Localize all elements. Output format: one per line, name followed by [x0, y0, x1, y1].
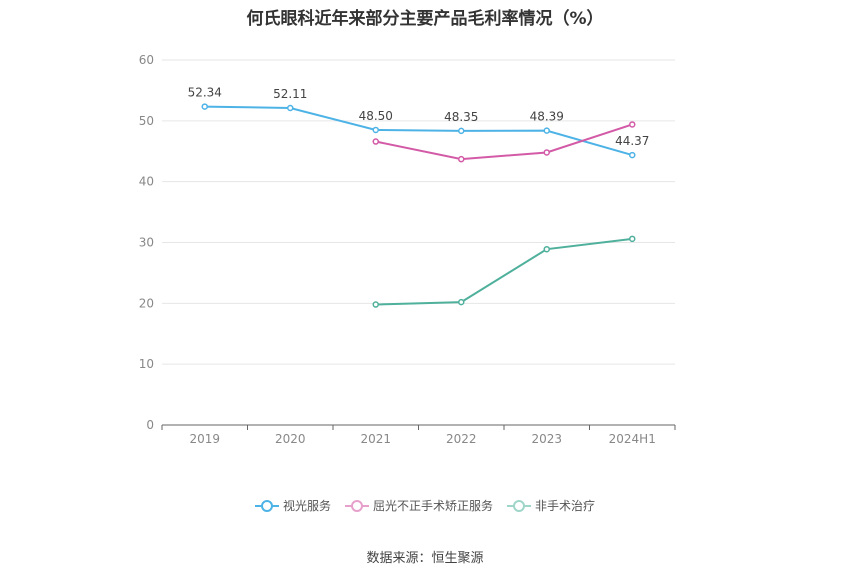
- data-point: [201, 103, 208, 110]
- data-label: 52.34: [188, 86, 222, 100]
- legend-marker-icon: [254, 499, 279, 513]
- data-label: 48.39: [530, 110, 564, 124]
- y-tick-label: 10: [139, 357, 154, 371]
- x-tick-label: 2024H1: [609, 432, 656, 446]
- y-tick-label: 60: [139, 53, 154, 67]
- y-tick-label: 40: [139, 175, 154, 189]
- data-point: [543, 245, 550, 253]
- data-point: [287, 104, 294, 112]
- x-tick-label: 2019: [189, 432, 220, 446]
- data-point: [543, 149, 550, 156]
- x-tick-label: 2023: [531, 432, 562, 446]
- data-point: [372, 126, 379, 134]
- data-point: [458, 298, 465, 306]
- data-point: [458, 155, 465, 163]
- data-point: [458, 127, 465, 135]
- y-tick-label: 20: [139, 296, 154, 310]
- legend-item-refractive-surgery[interactable]: 屈光不正手术矫正服务: [344, 497, 493, 514]
- data-point: [629, 235, 636, 243]
- data-point: [629, 121, 636, 128]
- legend-label: 屈光不正手术矫正服务: [372, 499, 493, 513]
- legend-label: 视光服务: [282, 499, 331, 513]
- chart-title: 何氏眼科近年来部分主要产品毛利率情况（%）: [246, 9, 604, 29]
- legend-item-non-surgical-treatment[interactable]: 非手术治疗: [507, 497, 595, 514]
- data-source: 数据来源：恒生聚源: [366, 551, 484, 566]
- series-line-2: [375, 237, 633, 306]
- data-point: [629, 151, 636, 159]
- legend: 视光服务 屈光不正手术矫正服务 非手术治疗: [0, 497, 850, 514]
- data-label: 44.37: [615, 134, 649, 148]
- data-label: 48.50: [359, 109, 393, 123]
- legend-item-vision-service[interactable]: 视光服务: [254, 497, 331, 514]
- series-line-1: [375, 123, 633, 161]
- legend-marker-icon: [507, 499, 531, 513]
- legend-label: 非手术治疗: [535, 499, 596, 513]
- x-tick-label: 2022: [446, 432, 477, 446]
- y-tick-label: 50: [139, 114, 154, 128]
- data-point: [543, 127, 550, 134]
- x-tick-label: 2021: [360, 432, 391, 446]
- data-point: [372, 301, 379, 308]
- x-tick-label: 2020: [275, 432, 306, 446]
- data-label: 48.35: [444, 110, 478, 124]
- series-line-0: [204, 105, 633, 157]
- legend-marker-icon: [344, 499, 369, 513]
- y-tick-label: 0: [146, 418, 154, 432]
- data-point: [372, 138, 379, 145]
- y-tick-label: 30: [139, 236, 154, 250]
- data-label: 52.11: [273, 87, 307, 101]
